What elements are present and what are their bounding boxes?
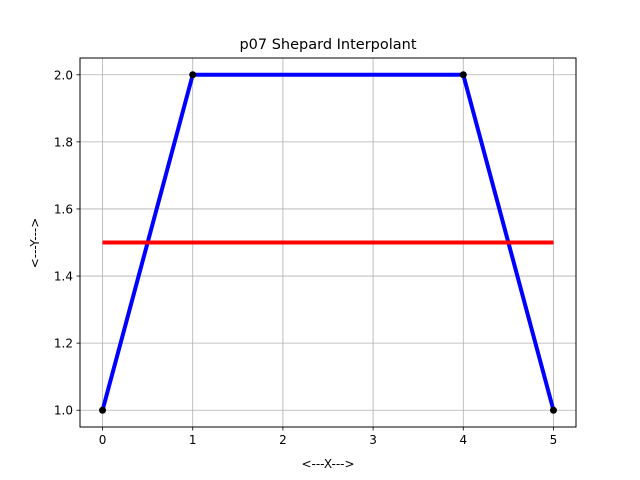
plot-series — [99, 71, 557, 414]
y-tick-label: 1.4 — [54, 270, 73, 284]
y-tick-label: 1.8 — [54, 135, 73, 149]
x-tick-label: 5 — [550, 433, 558, 447]
x-tick-label: 4 — [459, 433, 467, 447]
y-tick-label: 1.6 — [54, 202, 73, 216]
y-tick-label: 1.0 — [54, 404, 73, 418]
x-tick-label: 2 — [279, 433, 287, 447]
data-point-marker — [459, 71, 467, 79]
x-tick-label: 1 — [189, 433, 197, 447]
y-tick-label: 1.2 — [54, 337, 73, 351]
x-tick-label: 3 — [369, 433, 377, 447]
y-tick-label: 2.0 — [54, 68, 73, 82]
chart-title: p07 Shepard Interpolant — [239, 37, 416, 53]
ticks: 0 1 2 3 4 5 1.0 1.2 1.4 1.6 1.8 2.0 — [54, 68, 557, 447]
y-axis-label: <---Y---> — [28, 218, 42, 269]
x-tick-label: 0 — [99, 433, 107, 447]
data-point-marker — [189, 71, 197, 79]
data-point-marker — [549, 406, 557, 414]
plot-frame — [79, 57, 577, 428]
data-point-marker — [99, 406, 107, 414]
x-axis-label: <---X---> — [301, 457, 354, 471]
